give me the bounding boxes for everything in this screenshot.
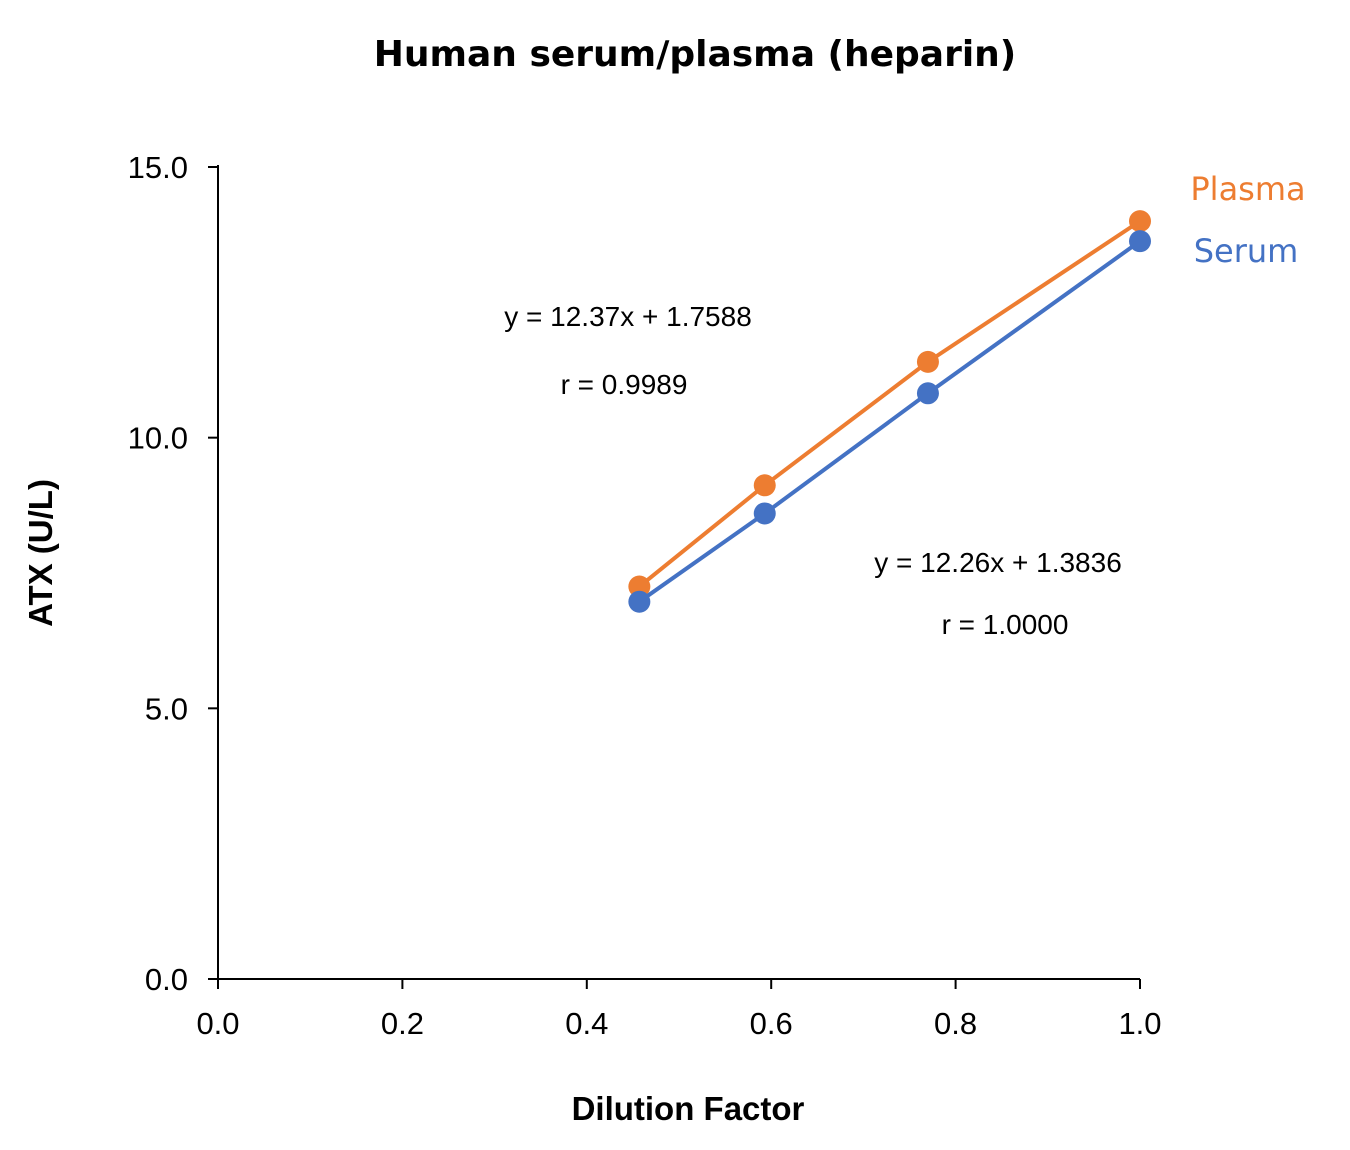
plasma-point	[1129, 210, 1151, 233]
y-tick-label: 0.0	[145, 962, 188, 997]
plasma-equation-label: y = 12.37x + 1.7588	[504, 301, 752, 332]
x-tick-label: 0.0	[196, 1006, 239, 1041]
x-tick-label: 0.2	[381, 1006, 424, 1041]
serum-series	[628, 230, 1151, 613]
axes	[217, 165, 1140, 980]
y-tick-label: 10.0	[128, 421, 188, 456]
plasma-line	[638, 219, 1142, 589]
plasma-r-label: r = 0.9989	[561, 369, 688, 400]
serum-equation-label: y = 12.26x + 1.3836	[874, 547, 1122, 578]
serum-point	[1129, 230, 1151, 253]
legend-plasma-label: Plasma	[1190, 170, 1305, 208]
y-tick-label: 5.0	[145, 691, 188, 726]
series-layer	[628, 210, 1151, 613]
plasma-point	[916, 350, 939, 373]
serum-point	[753, 502, 776, 525]
x-tick-label: 0.4	[565, 1006, 608, 1041]
y-tick-label: 15.0	[128, 150, 188, 185]
x-tick-label: 0.6	[750, 1006, 793, 1041]
serum-line	[638, 239, 1142, 604]
x-tick-label: 1.0	[1118, 1006, 1161, 1041]
y-axis-title: ATX (U/L)	[22, 479, 59, 627]
plasma-series	[628, 210, 1151, 598]
plasma-point	[628, 575, 651, 598]
chart-title: Human serum/plasma (heparin)	[374, 34, 1017, 75]
serum-r-label: r = 1.0000	[942, 609, 1069, 640]
serum-point	[628, 590, 651, 613]
x-tick-label: 0.8	[934, 1006, 977, 1041]
ticks: 0.0 5.0 10.0 15.0 0.0 0.2 0.4 0.6 0.8 1.0	[128, 150, 1162, 1041]
legend-serum-label: Serum	[1194, 232, 1299, 270]
x-axis-title: Dilution Factor	[572, 1090, 805, 1127]
plasma-point	[753, 474, 776, 497]
serum-point	[916, 382, 939, 405]
